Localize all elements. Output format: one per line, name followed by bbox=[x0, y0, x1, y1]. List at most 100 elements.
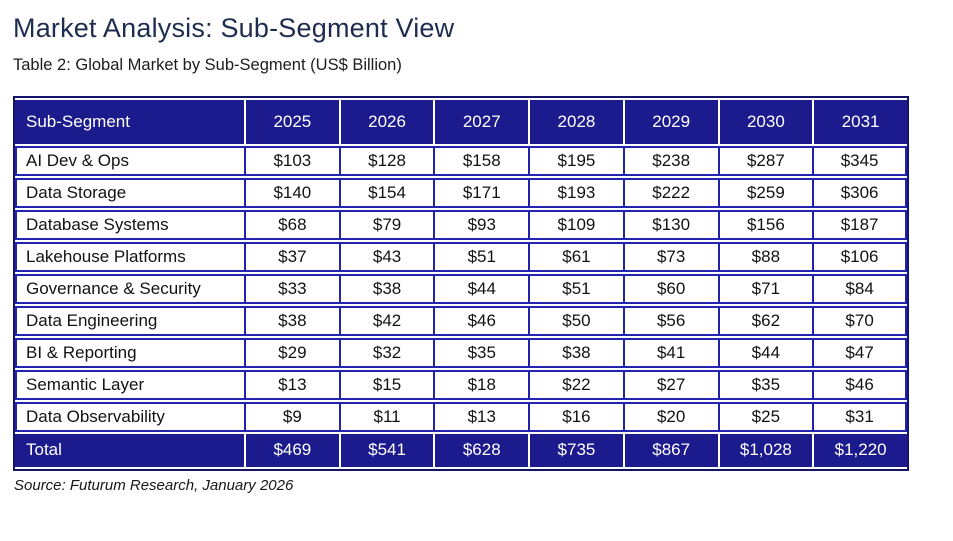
value-cell: $20 bbox=[622, 401, 718, 432]
value-cell: $187 bbox=[812, 209, 907, 240]
value-cell: $158 bbox=[433, 145, 529, 176]
header-cell-year: 2028 bbox=[528, 99, 623, 144]
value-cell: $33 bbox=[244, 273, 339, 304]
value-cell: $84 bbox=[812, 273, 907, 304]
header-cell-year: 2027 bbox=[433, 99, 529, 144]
value-cell: $43 bbox=[338, 241, 434, 272]
table-row: Governance & Security $33 $38 $44 $51 $60 $71 $… bbox=[15, 273, 907, 304]
value-cell: $22 bbox=[528, 369, 623, 400]
table-row: Database Systems $68 $79 $93 $109 $130 $156 $18… bbox=[15, 209, 907, 240]
value-cell: $171 bbox=[433, 177, 529, 208]
report-page: Market Analysis: Sub-Segment View Table … bbox=[13, 13, 909, 494]
value-cell: $46 bbox=[812, 369, 907, 400]
row-label-cell: Data Storage bbox=[15, 177, 244, 208]
value-cell: $345 bbox=[812, 145, 907, 176]
page-title: Market Analysis: Sub-Segment View bbox=[13, 13, 455, 43]
value-cell: $11 bbox=[338, 401, 434, 432]
value-cell: $41 bbox=[622, 337, 718, 368]
value-cell: $193 bbox=[528, 177, 623, 208]
value-cell: $103 bbox=[244, 145, 339, 176]
value-cell: $46 bbox=[433, 305, 529, 336]
value-cell: $38 bbox=[338, 273, 434, 304]
total-label-cell: Total bbox=[15, 433, 244, 467]
table-row: BI & Reporting $29 $32 $35 $38 $41 $44 $47 bbox=[15, 337, 907, 368]
value-cell: $130 bbox=[622, 209, 718, 240]
value-cell: $259 bbox=[717, 177, 813, 208]
value-cell: $60 bbox=[622, 273, 718, 304]
total-value-cell: $628 bbox=[433, 433, 529, 467]
value-cell: $16 bbox=[528, 401, 623, 432]
header-cell-year: 2029 bbox=[622, 99, 718, 144]
value-cell: $156 bbox=[717, 209, 813, 240]
table-row: Lakehouse Platforms $37 $43 $51 $61 $73 $88 $10… bbox=[15, 241, 907, 272]
header-row: Sub-Segment 2025 2026 2027 2028 2029 2030 2031 bbox=[15, 99, 907, 144]
value-cell: $71 bbox=[717, 273, 813, 304]
value-cell: $56 bbox=[622, 305, 718, 336]
row-label-cell: Semantic Layer bbox=[15, 369, 244, 400]
total-value-cell: $541 bbox=[338, 433, 434, 467]
value-cell: $38 bbox=[244, 305, 339, 336]
row-label-cell: Database Systems bbox=[15, 209, 244, 240]
value-cell: $109 bbox=[528, 209, 623, 240]
value-cell: $79 bbox=[338, 209, 434, 240]
header-cell-year: 2025 bbox=[244, 99, 339, 144]
value-cell: $106 bbox=[812, 241, 907, 272]
table-caption: Table 2: Global Market by Sub-Segment (U… bbox=[13, 55, 402, 74]
table-row: Data Observability $9 $11 $13 $16 $20 $25 $31 bbox=[15, 401, 907, 432]
table-row: Data Storage $140 $154 $171 $193 $222 $259 $306 bbox=[15, 177, 907, 208]
value-cell: $88 bbox=[717, 241, 813, 272]
value-cell: $38 bbox=[528, 337, 623, 368]
row-label-cell: Governance & Security bbox=[15, 273, 244, 304]
table-body: AI Dev & Ops $103 $128 $158 $195 $238 $287 $345… bbox=[15, 145, 907, 467]
value-cell: $29 bbox=[244, 337, 339, 368]
total-value-cell: $469 bbox=[244, 433, 339, 467]
value-cell: $31 bbox=[812, 401, 907, 432]
value-cell: $195 bbox=[528, 145, 623, 176]
value-cell: $128 bbox=[338, 145, 434, 176]
value-cell: $62 bbox=[717, 305, 813, 336]
row-label-cell: BI & Reporting bbox=[15, 337, 244, 368]
table-head: Sub-Segment 2025 2026 2027 2028 2029 2030 2031 bbox=[15, 99, 907, 144]
value-cell: $70 bbox=[812, 305, 907, 336]
total-value-cell: $1,028 bbox=[717, 433, 813, 467]
value-cell: $15 bbox=[338, 369, 434, 400]
value-cell: $73 bbox=[622, 241, 718, 272]
value-cell: $61 bbox=[528, 241, 623, 272]
table-row: AI Dev & Ops $103 $128 $158 $195 $238 $287 $345 bbox=[15, 145, 907, 176]
value-cell: $13 bbox=[244, 369, 339, 400]
header-cell-year: 2026 bbox=[338, 99, 434, 144]
row-label-cell: AI Dev & Ops bbox=[15, 145, 244, 176]
value-cell: $25 bbox=[717, 401, 813, 432]
value-cell: $140 bbox=[244, 177, 339, 208]
header-cell-year: 2030 bbox=[717, 99, 813, 144]
value-cell: $287 bbox=[717, 145, 813, 176]
value-cell: $37 bbox=[244, 241, 339, 272]
value-cell: $238 bbox=[622, 145, 718, 176]
total-value-cell: $867 bbox=[622, 433, 718, 467]
value-cell: $35 bbox=[717, 369, 813, 400]
total-row: Total $469 $541 $628 $735 $867 $1,028 $1,220 bbox=[15, 433, 907, 467]
value-cell: $44 bbox=[433, 273, 529, 304]
market-table: Sub-Segment 2025 2026 2027 2028 2029 2030 2031 … bbox=[15, 98, 907, 469]
source-note: Source: Futurum Research, January 2026 bbox=[14, 476, 294, 494]
value-cell: $154 bbox=[338, 177, 434, 208]
value-cell: $68 bbox=[244, 209, 339, 240]
value-cell: $18 bbox=[433, 369, 529, 400]
value-cell: $93 bbox=[433, 209, 529, 240]
value-cell: $35 bbox=[433, 337, 529, 368]
value-cell: $47 bbox=[812, 337, 907, 368]
row-label-cell: Data Engineering bbox=[15, 305, 244, 336]
value-cell: $222 bbox=[622, 177, 718, 208]
value-cell: $306 bbox=[812, 177, 907, 208]
value-cell: $27 bbox=[622, 369, 718, 400]
value-cell: $13 bbox=[433, 401, 529, 432]
row-label-cell: Lakehouse Platforms bbox=[15, 241, 244, 272]
value-cell: $32 bbox=[338, 337, 434, 368]
market-table-frame: Sub-Segment 2025 2026 2027 2028 2029 2030 2031 … bbox=[13, 95, 909, 471]
header-cell-sub-segment: Sub-Segment bbox=[15, 99, 244, 144]
value-cell: $50 bbox=[528, 305, 623, 336]
value-cell: $44 bbox=[717, 337, 813, 368]
total-value-cell: $1,220 bbox=[812, 433, 907, 467]
value-cell: $9 bbox=[244, 401, 339, 432]
value-cell: $51 bbox=[528, 273, 623, 304]
